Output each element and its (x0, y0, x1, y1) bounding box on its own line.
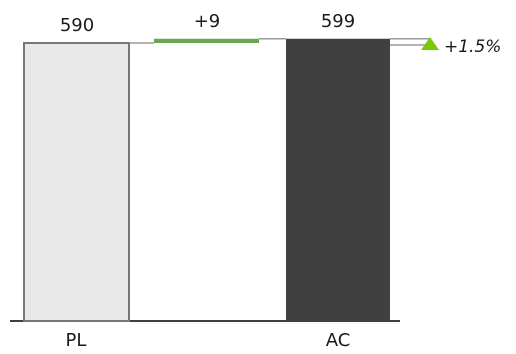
pl-value-label: 590 (60, 15, 94, 36)
category-label-pl: PL (66, 330, 87, 351)
ac-value-label: 599 (321, 11, 355, 32)
pl-bar (23, 42, 130, 322)
delta-bar (154, 38, 259, 43)
delta-value-label: +9 (194, 11, 221, 32)
variance-percent-label: +1.5% (444, 37, 501, 57)
up-triangle-icon (421, 37, 439, 50)
category-label-ac: AC (326, 330, 351, 351)
ac-bar (286, 38, 390, 321)
